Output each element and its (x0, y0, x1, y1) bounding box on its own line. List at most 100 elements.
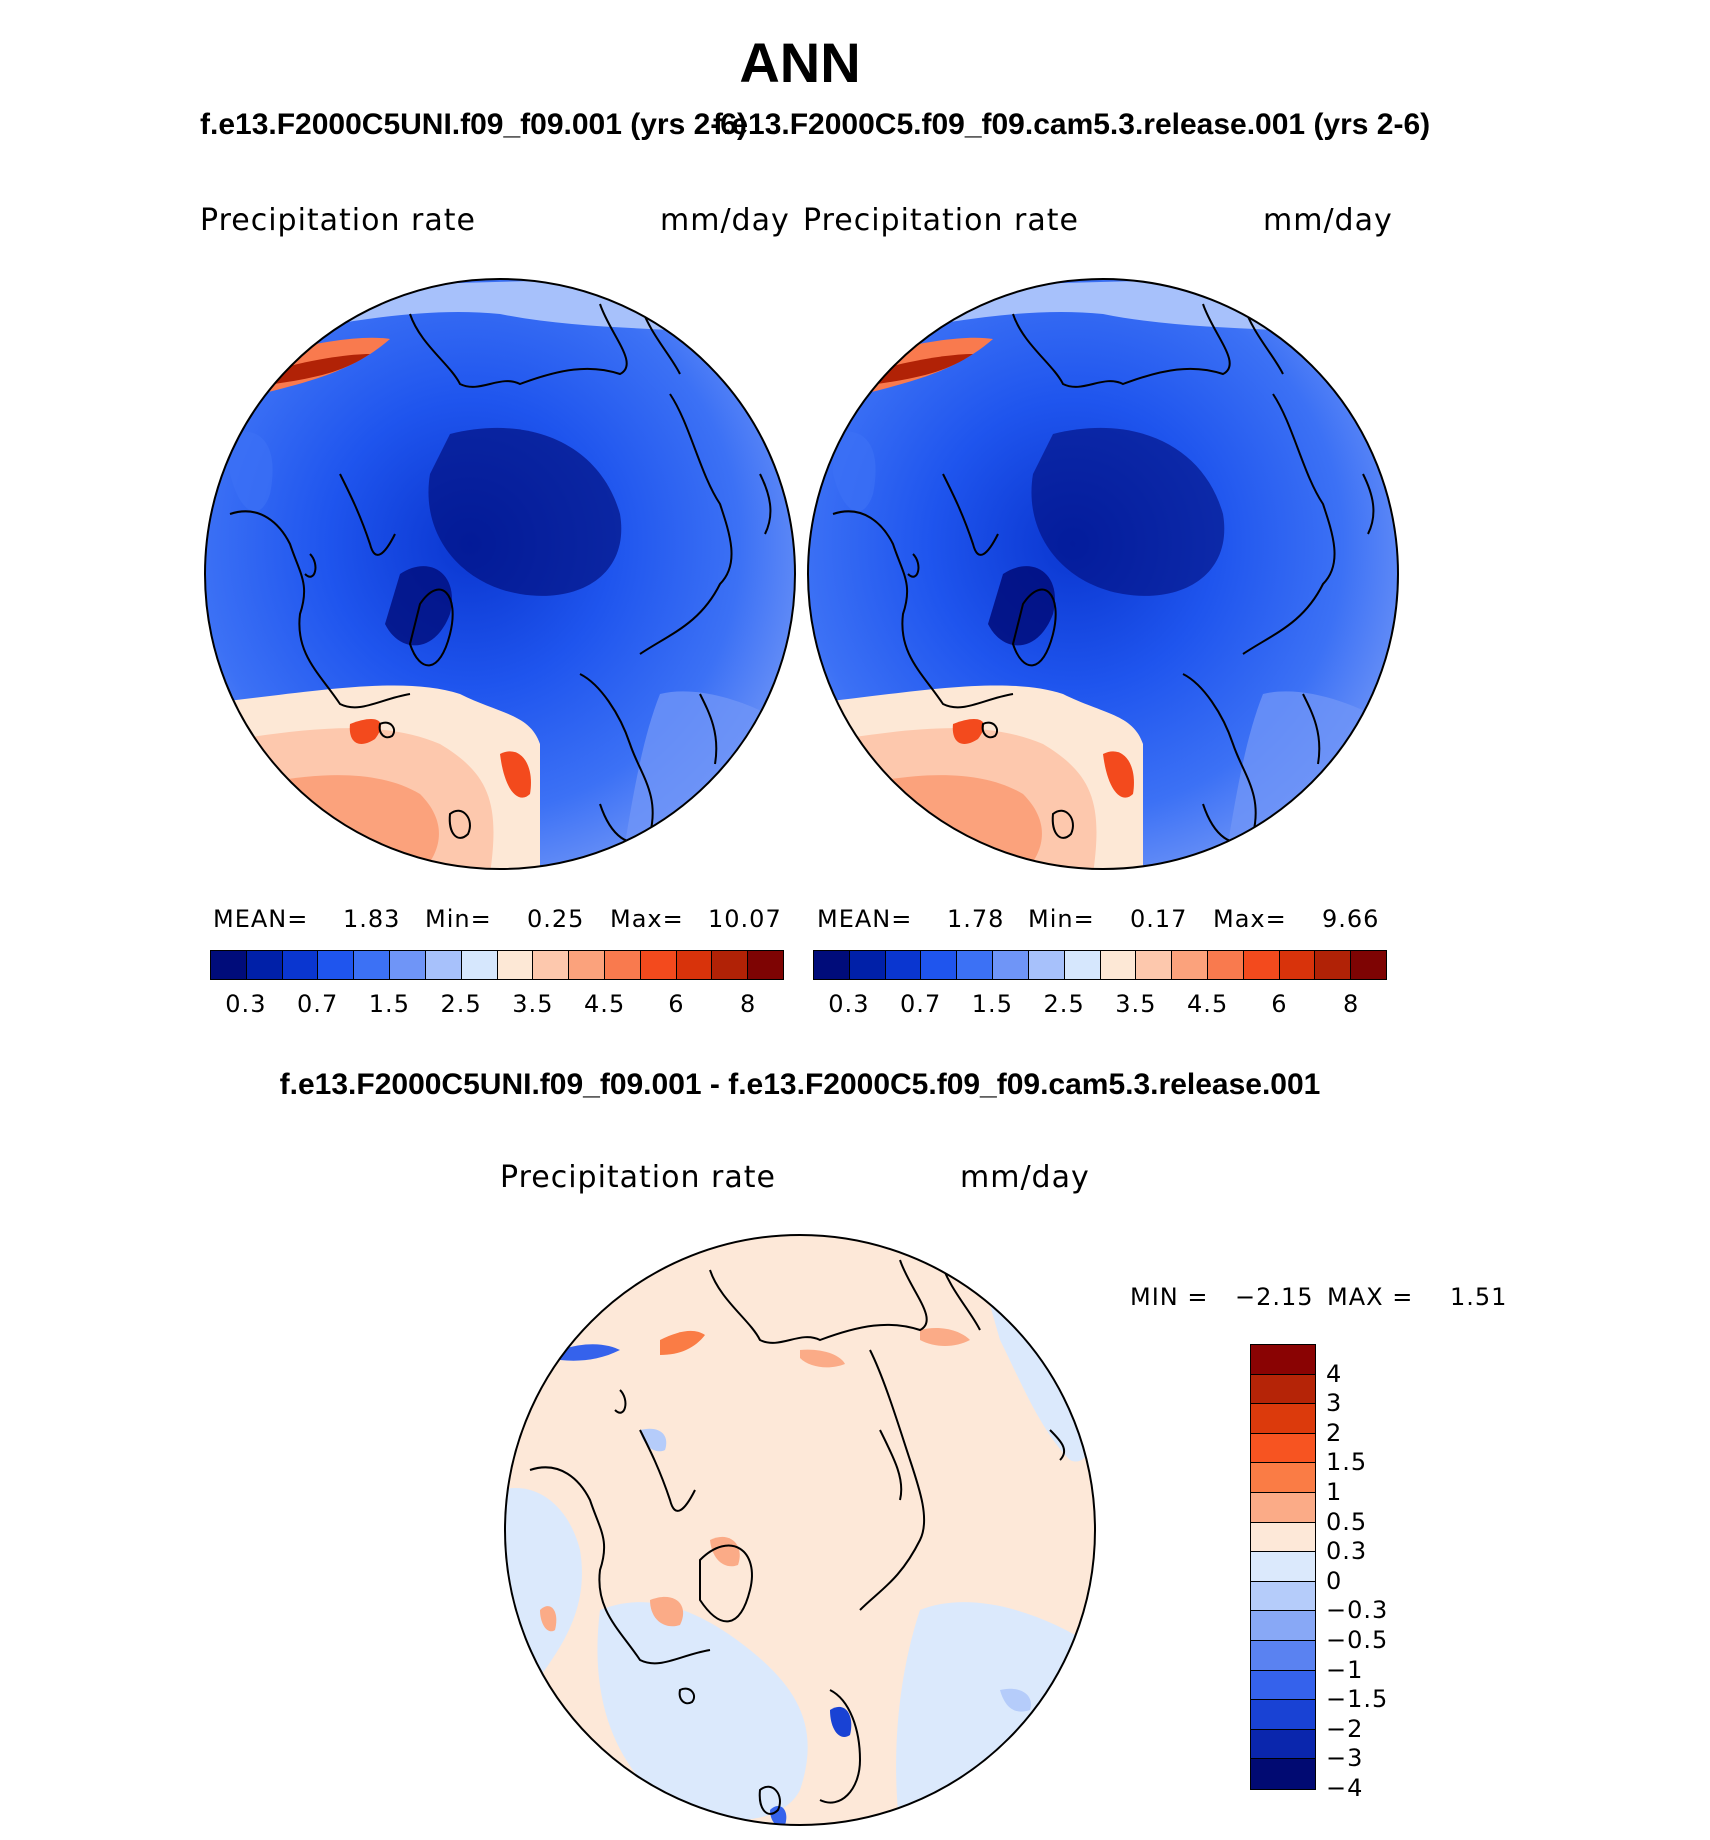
diff-variable-label: Precipitation rate (500, 1160, 776, 1195)
colorbar-swatch (1251, 1433, 1315, 1464)
colorbar-tick-label: 1 (1326, 1478, 1343, 1506)
right-colorbar (813, 950, 1387, 980)
colorbar-tick-label: 0.3 (225, 990, 267, 1018)
colorbar-swatch (676, 951, 713, 979)
colorbar-swatch (849, 951, 886, 979)
colorbar-tick-label: 1.5 (971, 990, 1013, 1018)
colorbar-swatch (211, 951, 247, 979)
colorbar-tick-label: 0 (1326, 1566, 1343, 1595)
right-max-label: Max= (1213, 905, 1287, 933)
left-polar-map (204, 278, 796, 870)
colorbar-tick-label: 2 (1326, 1418, 1343, 1447)
colorbar-swatch (1100, 951, 1137, 979)
colorbar-swatch (1172, 951, 1208, 979)
right-units-label: mm/day (1263, 203, 1393, 238)
diff-colorbar (1250, 1344, 1316, 1790)
left-max-label: Max= (610, 905, 684, 933)
main-title: ANN (739, 31, 861, 94)
left-mean-value: 1.83 (343, 905, 401, 933)
left-max-value: 10.07 (708, 905, 782, 933)
colorbar-swatch (885, 951, 922, 979)
right-min-label: Min= (1028, 905, 1095, 933)
right-max-value: 9.66 (1322, 905, 1380, 933)
colorbar-swatch (1251, 1404, 1315, 1434)
left-units-label: mm/day (660, 203, 790, 238)
right-colorbar-labels: 0.3 0.7 1.5 2.5 3.5 4.5 6 8 (813, 990, 1387, 1020)
left-colorbar-labels: 0.3 0.7 1.5 2.5 3.5 4.5 6 8 (210, 990, 784, 1020)
colorbar-swatch (1251, 1700, 1315, 1730)
colorbar-swatch (1251, 1729, 1315, 1760)
colorbar-swatch (957, 951, 994, 979)
colorbar-swatch (569, 951, 605, 979)
colorbar-swatch (1251, 1345, 1315, 1375)
colorbar-swatch (712, 951, 749, 979)
left-case-title: f.e13.F2000C5UNI.f09_f09.001 (yrs 2-6) (200, 108, 747, 141)
colorbar-swatch (748, 951, 783, 979)
colorbar-tick-label: 0.7 (297, 990, 339, 1018)
colorbar-tick-label: 0.5 (1326, 1507, 1368, 1536)
colorbar-tick-label: 0.3 (828, 990, 870, 1018)
colorbar-swatch (1251, 1581, 1315, 1612)
diff-units-label: mm/day (960, 1160, 1090, 1195)
colorbar-tick-label: 3.5 (1115, 990, 1157, 1018)
diff-max-label: MAX = (1327, 1283, 1414, 1311)
right-case-title: f.e13.F2000C5.f09_f09.cam5.3.release.001… (713, 108, 1431, 141)
colorbar-tick-label: 6 (668, 990, 685, 1018)
colorbar-swatch (1315, 951, 1352, 979)
right-variable-label: Precipitation rate (803, 203, 1079, 238)
colorbar-swatch (1207, 951, 1244, 979)
colorbar-swatch (461, 951, 498, 979)
left-min-value: 0.25 (527, 905, 585, 933)
colorbar-swatch (390, 951, 426, 979)
diff-min-value: −2.15 (1235, 1283, 1314, 1311)
diff-case-title: f.e13.F2000C5UNI.f09_f09.001 - f.e13.F20… (279, 1068, 1321, 1101)
colorbar-swatch (1243, 951, 1280, 979)
colorbar-swatch (1251, 1611, 1315, 1641)
colorbar-swatch (921, 951, 958, 979)
colorbar-tick-label: −1 (1326, 1655, 1364, 1684)
left-variable-label: Precipitation rate (200, 203, 476, 238)
left-min-label: Min= (425, 905, 492, 933)
colorbar-swatch (1351, 951, 1386, 979)
colorbar-tick-label: 6 (1271, 990, 1288, 1018)
colorbar-tick-label: 8 (1342, 990, 1360, 1018)
left-colorbar (210, 950, 784, 980)
colorbar-swatch (604, 951, 641, 979)
colorbar-tick-label: 3 (1326, 1389, 1343, 1418)
colorbar-swatch (425, 951, 462, 979)
colorbar-tick-label: −0.5 (1326, 1626, 1389, 1654)
colorbar-tick-label: 1.5 (1326, 1448, 1368, 1477)
colorbar-tick-label: −2 (1326, 1714, 1364, 1743)
right-min-value: 0.17 (1130, 905, 1188, 933)
colorbar-swatch (1251, 1552, 1315, 1582)
colorbar-tick-label: 0.7 (900, 990, 942, 1018)
colorbar-swatch (1251, 1374, 1315, 1405)
colorbar-swatch (814, 951, 850, 979)
colorbar-tick-label: −3 (1326, 1744, 1364, 1773)
colorbar-swatch (1251, 1492, 1315, 1523)
diff-polar-map (504, 1234, 1096, 1826)
colorbar-swatch (640, 951, 677, 979)
colorbar-tick-label: −1.5 (1326, 1685, 1389, 1714)
colorbar-swatch (993, 951, 1029, 979)
colorbar-tick-label: 8 (739, 990, 757, 1018)
colorbar-tick-label: 2.5 (440, 990, 482, 1018)
right-mean-value: 1.78 (947, 905, 1005, 933)
colorbar-tick-label: −4 (1326, 1774, 1364, 1802)
right-polar-map (807, 278, 1399, 870)
colorbar-swatch (318, 951, 355, 979)
colorbar-swatch (1279, 951, 1316, 979)
colorbar-tick-label: 3.5 (512, 990, 554, 1018)
diff-max-value: 1.51 (1450, 1283, 1508, 1311)
colorbar-swatch (246, 951, 283, 979)
colorbar-swatch (1251, 1759, 1315, 1789)
colorbar-swatch (1064, 951, 1101, 979)
left-mean-label: MEAN= (213, 905, 309, 933)
colorbar-swatch (282, 951, 319, 979)
colorbar-swatch (1136, 951, 1173, 979)
colorbar-swatch (1251, 1463, 1315, 1493)
colorbar-tick-label: 0.3 (1326, 1537, 1368, 1566)
colorbar-tick-label: 4.5 (1187, 990, 1229, 1018)
colorbar-tick-label: 4 (1326, 1359, 1343, 1388)
colorbar-swatch (1251, 1640, 1315, 1671)
